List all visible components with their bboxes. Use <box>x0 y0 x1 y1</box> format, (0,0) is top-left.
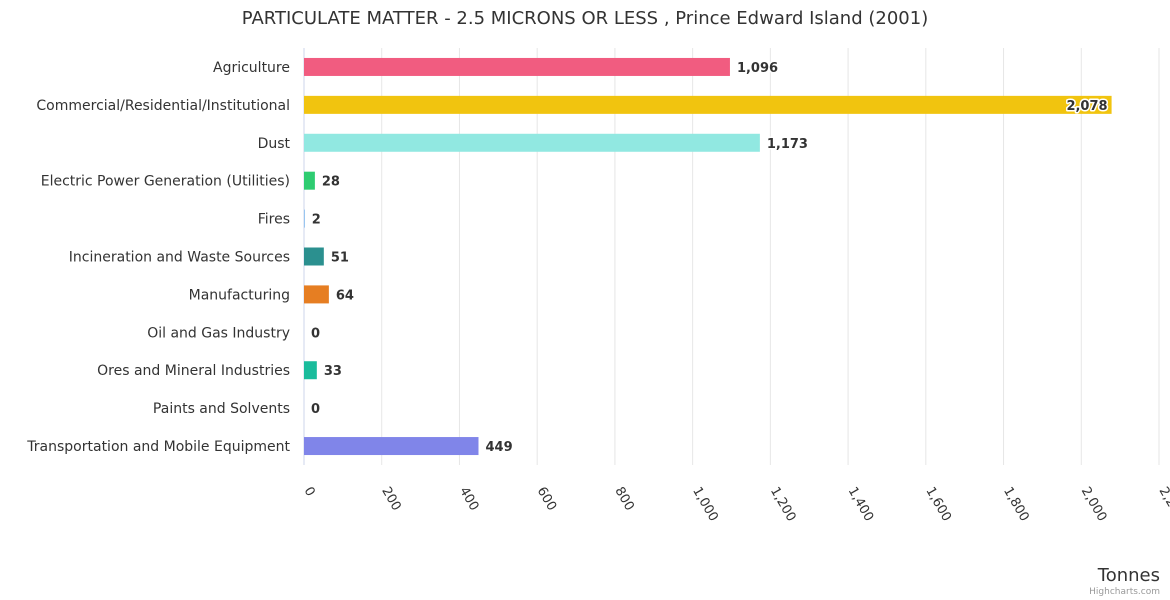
value-axis-tick-label: 2,200 <box>1156 485 1170 525</box>
category-label: Commercial/Residential/Institutional <box>36 98 290 114</box>
value-axis-tick-labels: 0 200 400 600 800 1,000 1,200 1,400 1,600 1,800 2,… <box>301 485 1170 525</box>
value-axis-tick-label: 2,000 <box>1078 485 1110 525</box>
bar[interactable] <box>304 95 1112 114</box>
value-axis-title: Tonnes <box>1097 565 1160 586</box>
value-axis-tick-label: 1,000 <box>689 485 721 525</box>
category-label: Dust <box>258 136 291 152</box>
data-label: 33 <box>324 364 342 379</box>
category-label: Transportation and Mobile Equipment <box>26 439 290 455</box>
data-label: 28 <box>322 175 340 190</box>
bar[interactable] <box>304 247 324 266</box>
bar[interactable] <box>304 361 317 380</box>
category-label: Manufacturing <box>189 287 290 303</box>
chart-title: PARTICULATE MATTER - 2.5 MICRONS OR LESS… <box>242 8 928 29</box>
data-labels: 1,096 2,078 1,173 28 2 51 64 0 33 0 449 <box>310 59 1110 456</box>
bar[interactable] <box>304 209 305 228</box>
data-label: 2,078 <box>1066 99 1107 114</box>
value-axis-tick-label: 800 <box>611 485 636 514</box>
bar[interactable] <box>304 171 315 190</box>
category-label: Fires <box>258 212 290 228</box>
category-label: Paints and Solvents <box>153 401 290 417</box>
data-label: 1,096 <box>737 61 778 76</box>
category-label: Agriculture <box>213 60 290 76</box>
value-axis-tick-label: 1,800 <box>1000 485 1032 525</box>
category-label: Electric Power Generation (Utilities) <box>41 174 290 190</box>
bar[interactable] <box>304 437 479 456</box>
category-label: Ores and Mineral Industries <box>97 363 290 379</box>
data-label: 2 <box>312 213 321 228</box>
value-axis-tick-label: 0 <box>301 485 318 500</box>
value-axis-tick-label: 600 <box>534 485 559 514</box>
value-axis-tick-label: 200 <box>378 485 403 514</box>
data-label: 0 <box>311 402 320 417</box>
data-label: 1,173 <box>767 137 808 152</box>
data-label: 51 <box>331 251 349 266</box>
category-labels: Agriculture Commercial/Residential/Instit… <box>26 60 290 455</box>
bar[interactable] <box>304 285 329 304</box>
data-label: 64 <box>336 288 354 303</box>
value-axis-tick-label: 1,600 <box>922 485 954 525</box>
bar[interactable] <box>304 57 730 76</box>
value-axis-tick-label: 1,200 <box>767 485 799 525</box>
gridlines <box>303 48 1160 465</box>
bars <box>304 57 1112 456</box>
category-label: Incineration and Waste Sources <box>69 250 290 266</box>
credits-link[interactable]: Highcharts.com <box>1089 587 1160 597</box>
data-label: 0 <box>311 326 320 341</box>
data-label: 449 <box>485 440 512 455</box>
value-axis-tick-label: 1,400 <box>845 485 877 525</box>
category-label: Oil and Gas Industry <box>147 325 290 341</box>
value-axis-tick-label: 400 <box>456 485 481 514</box>
bar[interactable] <box>304 133 760 152</box>
